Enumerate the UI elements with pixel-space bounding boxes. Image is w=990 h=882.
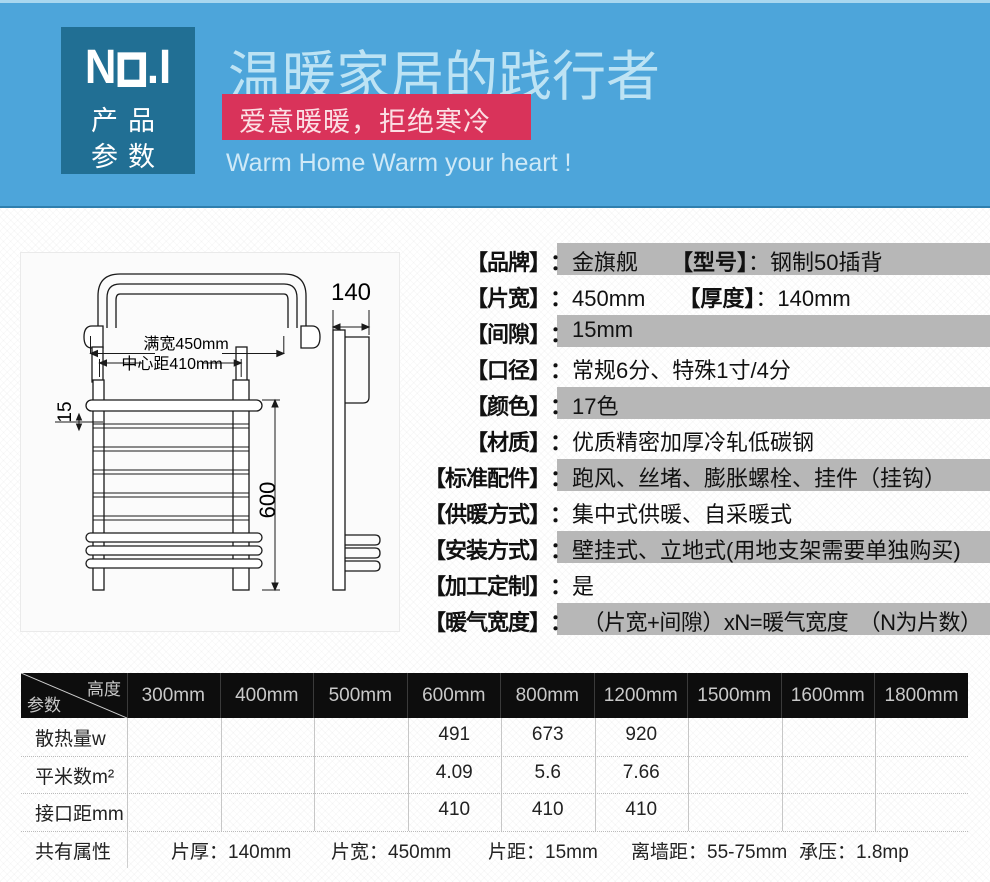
svg-text:中心距410mm: 中心距410mm [121,355,222,373]
svg-text:600: 600 [255,482,280,519]
svg-text:140: 140 [331,279,371,306]
svg-text:满宽450mm: 满宽450mm [143,335,228,353]
svg-text:15: 15 [55,401,76,422]
